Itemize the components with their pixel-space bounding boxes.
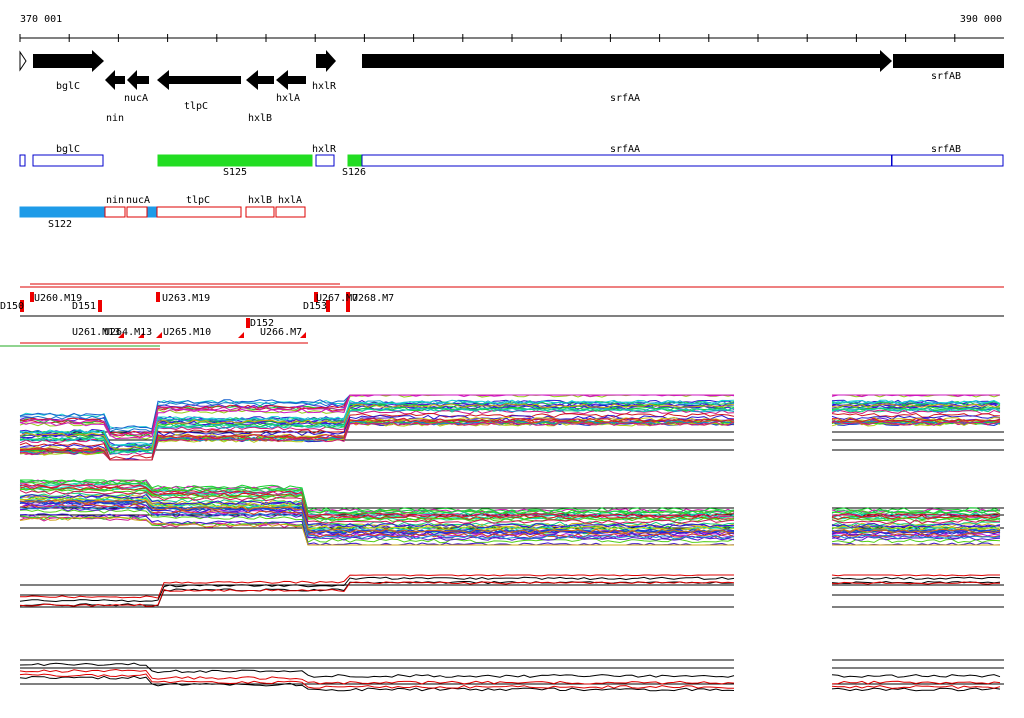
- ruler-start: 370 001: [20, 14, 62, 25]
- trace: [20, 422, 734, 460]
- ruler-end: 390 000: [960, 14, 1002, 25]
- probe-label: D150: [0, 301, 24, 312]
- gene-label: hxlB: [248, 113, 272, 124]
- operon-label: srfAA: [610, 144, 640, 155]
- unit-label: nucA: [126, 195, 150, 206]
- probe-label: U263.M19: [162, 293, 210, 304]
- trace: [20, 582, 734, 606]
- trace: [832, 575, 1000, 576]
- gene-label: srfAB: [931, 71, 961, 82]
- probe-label: D151: [72, 301, 96, 312]
- gene-label: bglC: [56, 81, 80, 92]
- unit-label: hxlB: [248, 195, 272, 206]
- gene-track: [20, 50, 1004, 90]
- unit-label: nin: [106, 195, 124, 206]
- probe-track: [0, 284, 1004, 349]
- operon-label: srfAB: [931, 144, 961, 155]
- gene-label: hxlR: [312, 81, 337, 92]
- operon-label: bglC: [56, 144, 80, 155]
- trace: [832, 414, 1000, 418]
- trace: [832, 688, 1000, 691]
- operon-label: hxlR: [312, 144, 337, 155]
- unit-label: hxlA: [278, 195, 302, 206]
- trace: [20, 422, 734, 461]
- unit-label: tlpC: [186, 195, 210, 206]
- expression-traces: [20, 395, 1004, 691]
- gene-label: hxlA: [276, 93, 300, 104]
- probe-label: U264.M13: [104, 327, 152, 338]
- gene-label: nin: [106, 113, 124, 124]
- probe-label: U268.M7: [352, 293, 394, 304]
- gene-label: tlpC: [184, 101, 208, 112]
- trace: [832, 577, 1000, 579]
- probe-label: U266.M7: [260, 327, 302, 338]
- operon-track: [20, 155, 1003, 166]
- trace: [832, 675, 1000, 678]
- unit-label: S122: [48, 219, 72, 230]
- probe-label: U265.M10: [163, 327, 211, 338]
- gene-label: srfAA: [610, 93, 640, 104]
- gene-label: nucA: [124, 93, 148, 104]
- unit-track: [20, 207, 305, 217]
- operon-label: S125: [223, 167, 247, 178]
- operon-label: S126: [342, 167, 366, 178]
